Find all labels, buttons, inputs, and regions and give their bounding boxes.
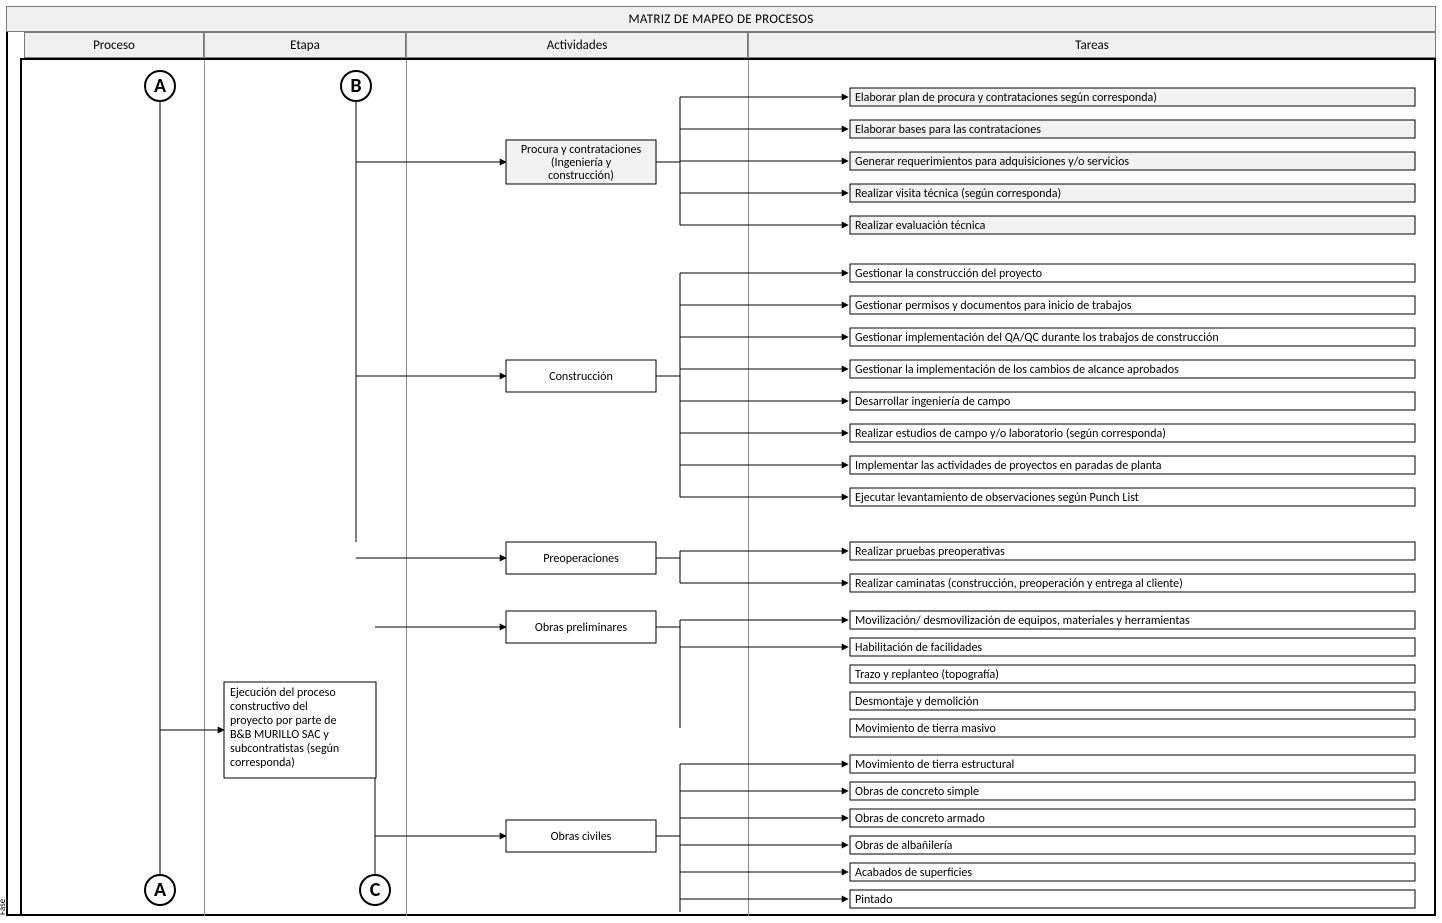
svg-text:Procura y contrataciones: Procura y contrataciones [521,143,642,157]
svg-text:B: B [350,74,361,98]
svg-text:Construcción: Construcción [549,370,613,384]
col-label: Proceso [93,38,135,53]
svg-text:Acabados de superficies: Acabados de superficies [855,866,972,880]
svg-text:Gestionar permisos y documento: Gestionar permisos y documentos para ini… [855,299,1132,313]
title-text: MATRIZ DE MAPEO DE PROCESOS [629,12,814,27]
svg-text:proyecto por parte de: proyecto por parte de [230,714,336,728]
svg-text:Obras civiles: Obras civiles [551,830,612,844]
col-header-tareas: Tareas [748,32,1436,58]
svg-text:corresponda): corresponda) [230,756,295,770]
col-label: Tareas [1075,38,1109,53]
inner-body-top-border [20,58,1436,60]
svg-text:Realizar caminatas (construcci: Realizar caminatas (construcción, preope… [855,577,1183,591]
svg-text:Ejecución del proceso: Ejecución del proceso [230,686,336,700]
svg-text:Movilización/ desmovilización: Movilización/ desmovilización de equipos… [855,614,1190,628]
svg-text:Pintado: Pintado [855,893,892,907]
fase-label: Fase [0,899,8,915]
svg-text:B&B MURILLO SAC y: B&B MURILLO SAC y [230,728,329,742]
svg-text:Ejecutar levantamiento de obs: Ejecutar levantamiento de observaciones … [855,491,1139,505]
svg-text:Realizar estudios de campo y/o: Realizar estudios de campo y/o laborator… [855,427,1166,441]
svg-text:Elaborar bases para las contra: Elaborar bases para las contrataciones [855,123,1041,137]
svg-text:Realizar visita técnica (según: Realizar visita técnica (según correspon… [855,187,1061,201]
process-map-canvas: MATRIZ DE MAPEO DE PROCESOS Proceso Etap… [0,0,1442,923]
svg-text:Obras preliminares: Obras preliminares [535,621,628,635]
svg-text:A: A [154,878,167,902]
svg-text:Realizar pruebas preoperativas: Realizar pruebas preoperativas [855,545,1005,559]
col-header-proceso: Proceso [24,32,204,58]
svg-text:Movimiento de tierra masivo: Movimiento de tierra masivo [855,722,996,736]
svg-text:(Ingeniería y: (Ingeniería y [551,156,612,170]
svg-text:Desarrollar ingeniería de camp: Desarrollar ingeniería de campo [855,395,1010,409]
svg-text:construcción): construcción) [548,169,614,183]
svg-text:Obras de albañilería: Obras de albañilería [855,839,953,853]
svg-text:Movimiento de tierra estructur: Movimiento de tierra estructural [855,758,1014,772]
svg-text:C: C [370,878,381,902]
svg-text:Obras de concreto simple: Obras de concreto simple [855,785,979,799]
svg-text:Implementar las actividades de: Implementar las actividades de proyectos… [855,459,1162,473]
svg-text:Generar requerimientos para ad: Generar requerimientos para adquisicione… [855,155,1129,169]
svg-text:Elaborar plan de procura y con: Elaborar plan de procura y contratacione… [855,91,1157,105]
svg-text:Desmontaje y demolición: Desmontaje y demolición [855,695,979,709]
col-label: Etapa [290,38,320,53]
title-bar: MATRIZ DE MAPEO DE PROCESOS [6,6,1436,32]
svg-text:Obras de concreto armado: Obras de concreto armado [855,812,985,826]
svg-text:Gestionar la implementación de: Gestionar la implementación de los cambi… [855,363,1179,377]
svg-text:subcontratistas (según: subcontratistas (según [230,742,339,756]
col-header-actividades: Actividades [406,32,748,58]
svg-text:Trazo y replanteo (topografía): Trazo y replanteo (topografía) [855,668,999,682]
svg-text:Habilitación de facilidades: Habilitación de facilidades [855,641,982,655]
svg-text:A: A [154,74,167,98]
svg-text:Gestionar la construcción del: Gestionar la construcción del proyecto [855,267,1042,281]
col-label: Actividades [547,38,608,53]
svg-text:Realizar evaluación técnica: Realizar evaluación técnica [855,219,986,233]
flow-diagram: A A B C Ejecución del procesoconstructivo de… [20,62,1432,912]
svg-text:Gestionar implementación del Q: Gestionar implementación del QA/QC duran… [855,331,1219,345]
svg-text:Preoperaciones: Preoperaciones [543,552,619,566]
svg-text:constructivo del: constructivo del [230,700,308,714]
col-header-etapa: Etapa [204,32,406,58]
